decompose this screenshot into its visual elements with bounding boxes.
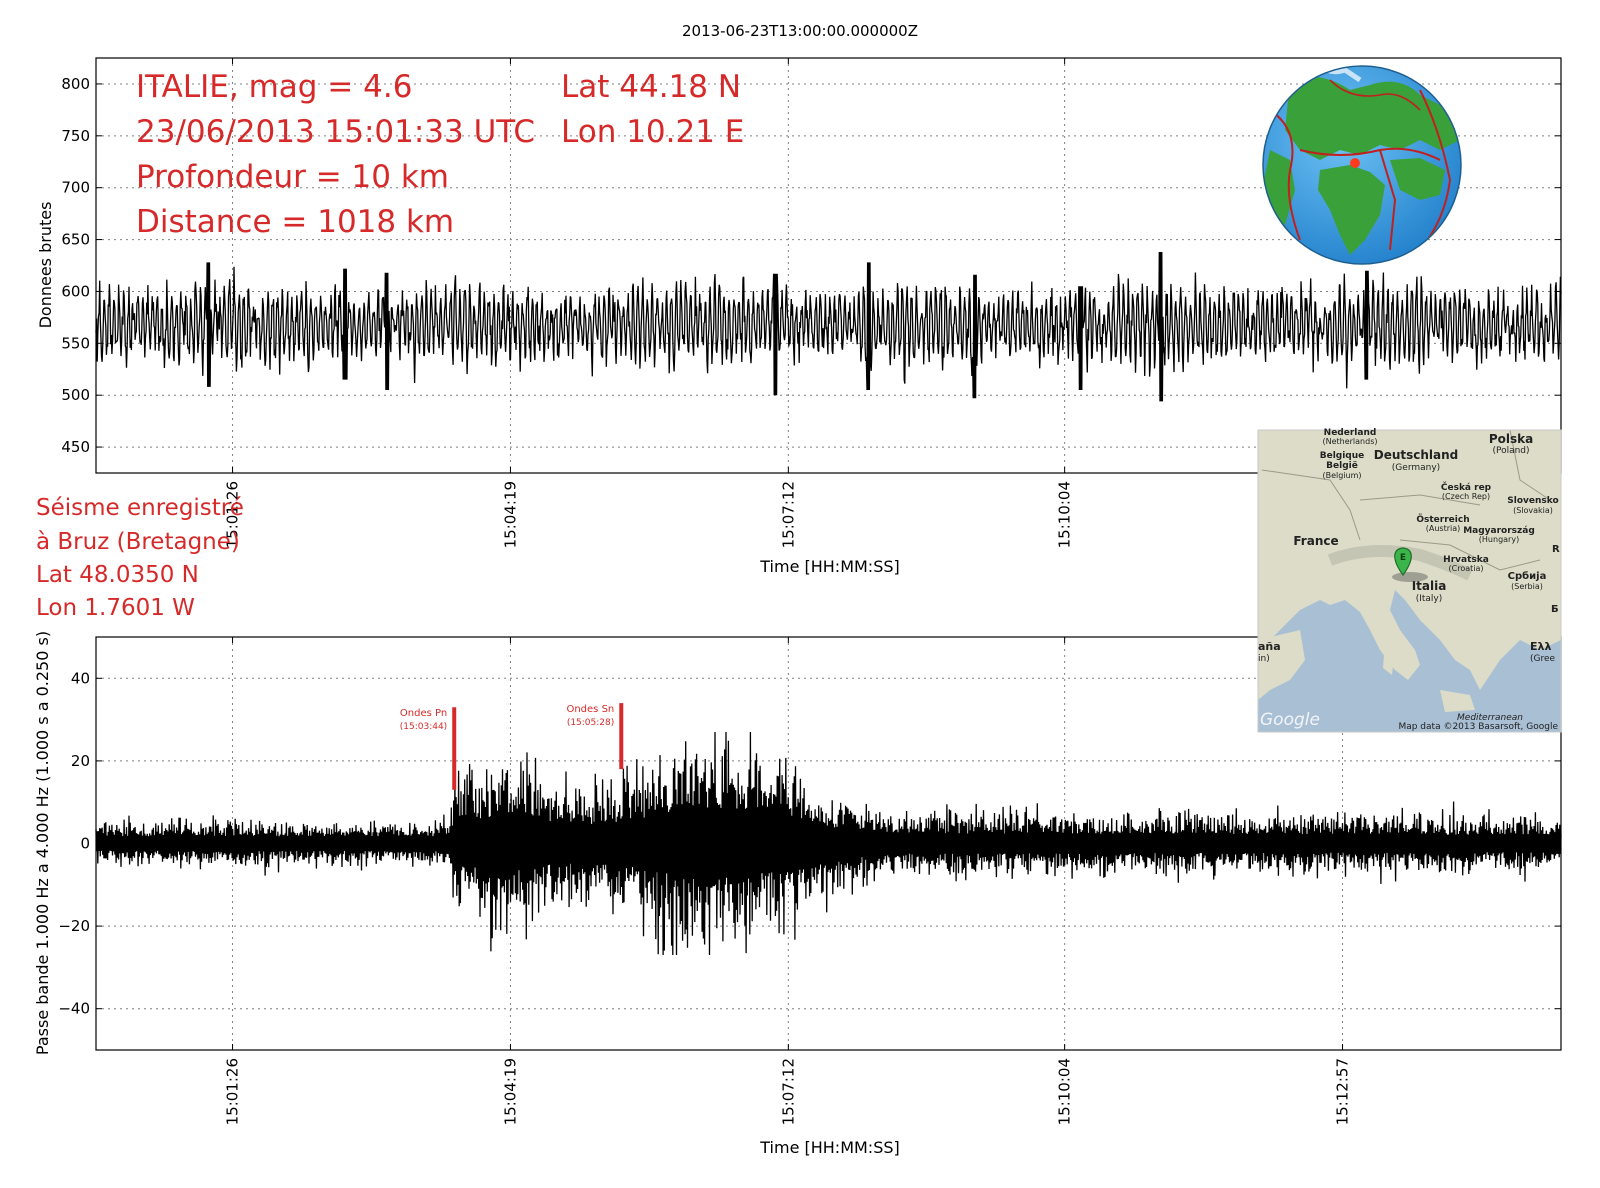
event-info: ITALIE, mag = 4.6 23/06/2013 15:01:33 UT… [136,69,744,240]
filtered-chart-y-label: Passe bande 1.000 Hz a 4.000 Hz (1.000 s… [33,631,52,1055]
map-label-belgique: Belgique [1320,451,1365,461]
x-tick-label: 15:04:19 [501,481,519,548]
wave-arrival-time: (15:03:44) [400,722,447,732]
y-tick-label: 800 [61,75,90,93]
epicenter-marker [1350,158,1360,168]
map-label-edge-r: R [1552,544,1560,555]
x-tick-label: 15:10:04 [1056,1058,1074,1125]
map-label-france: France [1293,534,1338,548]
map-label-belgie: België [1326,461,1358,471]
event-distance: Distance = 1018 km [136,204,454,240]
station-line-2: à Bruz (Bretagne) [36,529,240,555]
y-tick-label: 20 [71,752,90,770]
y-tick-label: 450 [61,438,90,456]
raw-chart-trace [95,251,1562,402]
x-tick-label: 15:07:12 [779,1058,797,1125]
y-tick-label: 550 [61,334,90,352]
wave-arrival-label: Ondes Sn [566,704,614,715]
map-label-hungary: (Hungary) [1479,535,1519,544]
wave-annotations: Ondes Pn (15:03:44) Ondes Sn (15:05:28) [400,703,624,790]
map-label-greece: Ελλ [1530,640,1551,653]
raw-chart-y-label: Donnees brutes [36,202,55,329]
map-label-hrvatska: Hrvatska [1443,555,1489,565]
filtered-chart-trace [95,731,1562,956]
wave-arrival-time: (15:05:28) [567,718,614,728]
map-inset: Nederland (Netherlands) Belgique België … [1257,428,1562,733]
y-tick-label: 700 [61,179,90,197]
map-label-greece-en: (Gree [1530,654,1556,664]
map-google-logo: Google [1260,710,1320,730]
event-longitude: Lon 10.21 E [561,114,744,150]
figure-title: 2013-06-23T13:00:00.000000Z [682,22,918,40]
station-info: Séisme enregistré à Bruz (Bretagne) Lat … [36,495,244,621]
raw-chart-frame [95,57,1562,474]
x-tick-label: 15:12:57 [1334,1058,1352,1125]
map-label-croatia: (Croatia) [1449,564,1484,573]
y-tick-label: 600 [61,282,90,300]
station-line-1: Séisme enregistré [36,495,244,521]
map-label-mediterranean: Mediterranean [1457,713,1523,723]
event-datetime: 23/06/2013 15:01:33 UTC [136,114,535,150]
raw-chart-x-ticks: 15:01:26 15:04:19 15:07:12 15:10:04 [224,58,1074,548]
x-tick-label: 15:10:04 [1056,481,1074,548]
event-title: ITALIE, mag = 4.6 [136,69,412,105]
y-tick-label: 40 [71,669,90,687]
y-tick-label: −20 [58,917,90,935]
y-tick-label: 650 [61,231,90,249]
raw-data-chart: 450 500 550 600 650 700 750 800 15:01:26 15:04:1… [36,57,1562,576]
y-tick-label: 0 [80,835,90,853]
map-pin-label: E [1400,553,1406,563]
globe-image [1262,65,1462,265]
raw-chart-y-ticks: 450 500 550 600 650 700 750 800 [61,75,1561,456]
map-label-slovensko: Slovensko [1507,496,1558,506]
map-label-espana: aña [1258,640,1281,653]
map-label-osterreich: Österreich [1416,514,1469,525]
map-pin-icon: E [1392,547,1428,582]
y-tick-label: −40 [58,1000,90,1018]
map-label-czech: (Czech Rep) [1442,492,1490,501]
station-longitude: Lon 1.7601 W [36,595,195,621]
map-label-nederland: Nederland [1324,428,1377,438]
x-tick-label: 15:04:19 [501,1058,519,1125]
map-label-edge-b: Б [1551,604,1559,615]
map-label-serbia: (Serbia) [1511,582,1543,591]
map-label-magyar: Magyarország [1463,526,1535,536]
waveform-line [95,251,1562,402]
wave-arrival-label: Ondes Pn [400,708,447,719]
filtered-chart-y-ticks: −40 −20 0 20 40 [58,669,1561,1018]
event-depth: Profondeur = 10 km [136,159,449,195]
map-label-deutschland: Deutschland [1374,448,1459,462]
map-label-cesko: Česká rep [1441,481,1492,493]
map-label-srbija: Србија [1508,570,1547,582]
x-tick-label: 15:07:12 [779,481,797,548]
station-latitude: Lat 48.0350 N [36,562,199,588]
map-label-spain: in) [1258,654,1270,664]
map-label-italy: (Italy) [1416,594,1443,604]
map-label-germany: (Germany) [1392,463,1440,473]
filtered-data-chart: −40 −20 0 20 40 15:01:26 15:04:19 15:07:12 15:1… [33,631,1562,1157]
map-label-belgium: (Belgium) [1322,471,1361,480]
event-latitude: Lat 44.18 N [561,69,741,105]
map-label-italia: Italia [1412,579,1447,593]
y-tick-label: 750 [61,127,90,145]
filtered-chart-x-label: Time [HH:MM:SS] [759,1138,900,1157]
map-label-netherlands: (Netherlands) [1322,437,1377,446]
map-label-poland: (Poland) [1492,446,1529,456]
x-tick-label: 15:01:26 [224,481,242,548]
map-label-austria: (Austria) [1426,524,1461,533]
map-label-slovakia: (Slovakia) [1513,506,1553,515]
raw-chart-x-label: Time [HH:MM:SS] [759,557,900,576]
filtered-chart-x-ticks: 15:01:26 15:04:19 15:07:12 15:10:04 15:12:57 [224,637,1352,1125]
x-tick-label: 15:01:26 [224,1058,242,1125]
map-label-polska: Polska [1489,432,1533,446]
waveform-line [95,731,1562,956]
y-tick-label: 500 [61,386,90,404]
map-copyright: Map data ©2013 Basarsoft, Google [1398,722,1558,732]
